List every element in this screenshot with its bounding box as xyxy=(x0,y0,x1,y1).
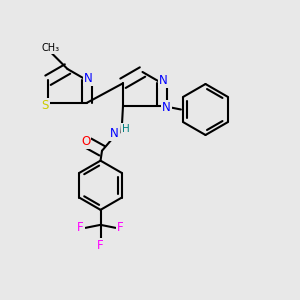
Text: N: N xyxy=(110,127,118,140)
Text: H: H xyxy=(122,124,130,134)
Text: N: N xyxy=(162,101,171,114)
Text: F: F xyxy=(77,221,84,234)
Text: CH₃: CH₃ xyxy=(42,43,60,53)
Text: F: F xyxy=(97,239,104,252)
Text: S: S xyxy=(41,99,49,112)
Text: N: N xyxy=(84,72,93,85)
Text: O: O xyxy=(81,135,90,148)
Text: N: N xyxy=(159,74,168,87)
Text: F: F xyxy=(117,221,124,234)
